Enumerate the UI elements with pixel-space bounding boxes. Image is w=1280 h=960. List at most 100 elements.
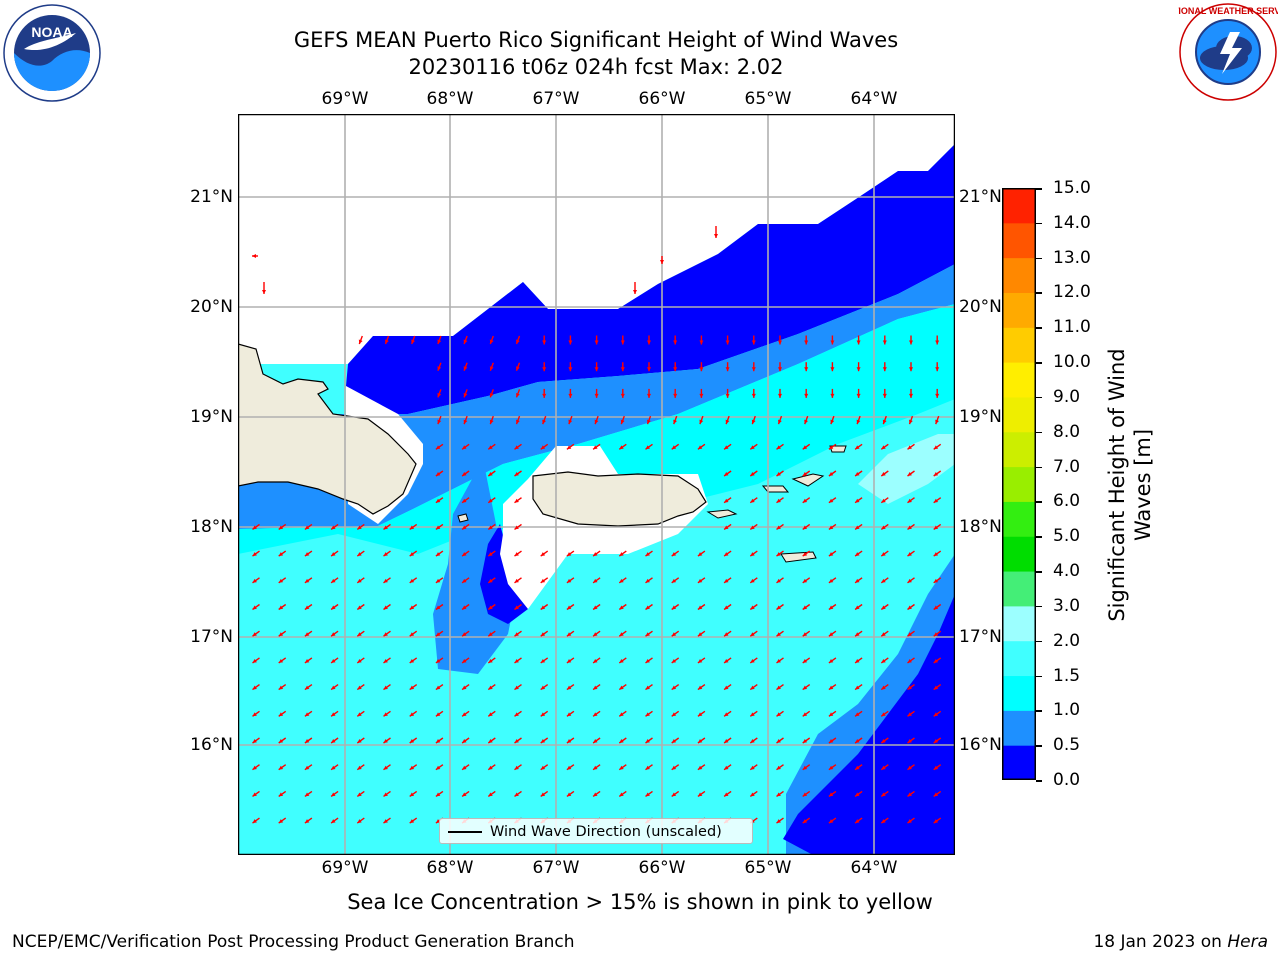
- wind-wave-arrow: [714, 226, 718, 238]
- wind-wave-arrow: [671, 630, 680, 637]
- wind-wave-arrow: [594, 388, 599, 398]
- colorbar-tick-label: 11.0: [1053, 317, 1091, 338]
- wind-wave-arrow: [697, 603, 706, 611]
- wind-wave-arrow: [540, 577, 549, 584]
- wind-wave-arrow: [933, 523, 942, 530]
- wind-wave-arrow: [304, 817, 313, 824]
- colorbar-tick-mark: [1036, 327, 1042, 329]
- wind-wave-arrow: [933, 603, 942, 611]
- wind-wave-arrow: [776, 443, 784, 450]
- wind-wave-arrow: [725, 335, 730, 345]
- wind-wave-arrow: [854, 684, 863, 691]
- wind-wave-arrow: [697, 657, 706, 664]
- wind-wave-arrow: [907, 710, 915, 717]
- colorbar-tick-label: 3.0: [1053, 595, 1081, 616]
- wind-wave-arrow: [330, 577, 339, 584]
- wind-wave-arrow: [620, 335, 625, 345]
- wind-wave-arrow: [461, 684, 470, 691]
- wind-wave-arrow: [749, 630, 758, 637]
- wind-wave-arrow: [278, 817, 287, 824]
- wind-wave-arrow: [409, 737, 418, 744]
- wind-wave-arrow: [802, 764, 811, 771]
- wind-wave-arrow: [933, 710, 942, 717]
- wind-wave-arrow: [409, 710, 418, 717]
- wind-wave-arrow: [749, 790, 758, 797]
- colorbar-tick-label: 13.0: [1053, 247, 1091, 268]
- wind-wave-arrow: [461, 443, 470, 450]
- wind-wave-arrow: [592, 684, 601, 691]
- wind-wave-arrow: [776, 497, 784, 504]
- lat-tick-right: 17°N: [959, 627, 1002, 647]
- wind-wave-arrow: [435, 443, 444, 450]
- wind-wave-arrow: [618, 630, 627, 637]
- wind-wave-arrow: [723, 657, 732, 664]
- wind-wave-arrow: [645, 443, 653, 450]
- wind-wave-arrow: [854, 470, 863, 477]
- lat-tick-right: 21°N: [959, 187, 1002, 207]
- wind-wave-arrow: [830, 335, 835, 345]
- lat-tick-right: 18°N: [959, 517, 1002, 537]
- wind-wave-arrow: [776, 790, 784, 797]
- wind-wave-arrow: [409, 603, 418, 611]
- wind-wave-arrow: [723, 630, 732, 637]
- wind-wave-arrow: [540, 790, 549, 797]
- wind-wave-arrow: [723, 764, 732, 771]
- wind-wave-arrow: [252, 603, 260, 611]
- wind-wave-arrow: [592, 577, 601, 584]
- wave-band-0.5-1-south-pr: [433, 459, 518, 674]
- wind-wave-arrow: [356, 764, 365, 771]
- wind-wave-arrow: [854, 577, 863, 584]
- wind-wave-arrow: [828, 817, 837, 824]
- wind-wave-arrow: [514, 470, 522, 477]
- wind-wave-arrow: [252, 657, 260, 664]
- wind-wave-arrow: [618, 684, 627, 691]
- wave-band-0-0.5-north: [346, 144, 955, 414]
- wind-wave-arrow: [880, 550, 889, 557]
- colorbar-tick-label: 15.0: [1053, 178, 1091, 198]
- colorbar-swatch: [1002, 675, 1036, 711]
- colorbar-tick-mark: [1036, 188, 1042, 190]
- wind-wave-arrow: [907, 550, 915, 557]
- wind-wave-arrow: [461, 790, 470, 797]
- wind-wave-arrow: [645, 630, 653, 637]
- wind-wave-arrow: [463, 415, 468, 425]
- wind-wave-arrow: [330, 817, 339, 824]
- wind-wave-arrow: [697, 630, 706, 637]
- wind-wave-arrow: [751, 335, 756, 345]
- wind-wave-arrow: [802, 710, 811, 717]
- chart-title-line1: GEFS MEAN Puerto Rico Significant Height…: [293, 28, 899, 52]
- chart-title-line2: 20230116 t06z 024h fcst Max: 2.02: [408, 55, 784, 79]
- wind-wave-arrow: [540, 657, 549, 664]
- colorbar-tick-mark: [1036, 222, 1042, 225]
- wind-wave-arrow: [725, 388, 730, 398]
- wind-wave-arrow: [776, 550, 784, 557]
- wind-wave-arrow: [435, 710, 444, 717]
- wind-wave-arrow: [880, 497, 889, 504]
- no-wave-region: [238, 114, 955, 364]
- wind-wave-arrow: [751, 362, 756, 372]
- wind-wave-arrow: [828, 470, 837, 477]
- wind-wave-arrow: [828, 790, 837, 797]
- wind-wave-arrow: [252, 710, 260, 717]
- colorbar-tick-label: 0.0: [1053, 770, 1081, 790]
- wind-wave-arrow: [304, 630, 313, 637]
- wind-wave-arrow: [933, 790, 942, 797]
- wind-wave-arrow: [856, 362, 861, 372]
- wind-wave-arrow: [933, 630, 942, 637]
- wind-wave-arrow: [592, 630, 601, 637]
- colorbar-tick-label: 4.0: [1053, 561, 1081, 582]
- wind-wave-arrow: [830, 362, 835, 372]
- wind-wave-arrow: [252, 817, 260, 824]
- lat-tick-left: 19°N: [190, 407, 233, 427]
- lon-tick-bottom: 66°W: [638, 858, 686, 878]
- wind-wave-arrow: [802, 577, 811, 584]
- land-bvi: [791, 473, 825, 487]
- wind-wave-arrow: [330, 684, 339, 691]
- wind-wave-arrow: [828, 684, 837, 691]
- wind-wave-arrow: [751, 388, 756, 398]
- wind-wave-arrow: [383, 577, 391, 584]
- wind-wave-arrow: [435, 497, 444, 504]
- wind-wave-arrow: [882, 362, 887, 372]
- colorbar-tick-label: 1.0: [1053, 700, 1081, 721]
- wind-wave-arrow: [330, 630, 339, 637]
